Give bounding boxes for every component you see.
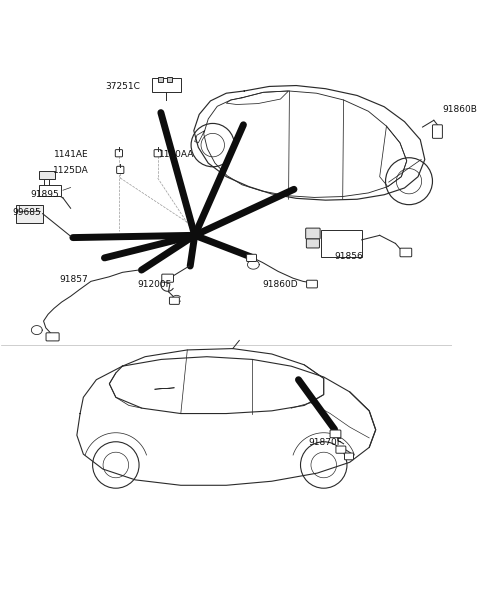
FancyBboxPatch shape (117, 167, 124, 174)
Bar (167, 78, 172, 82)
FancyBboxPatch shape (432, 125, 443, 139)
Text: 91870F: 91870F (309, 438, 342, 447)
FancyBboxPatch shape (115, 150, 122, 157)
FancyBboxPatch shape (345, 453, 353, 460)
Text: 37251C: 37251C (106, 82, 141, 91)
Text: 91860B: 91860B (443, 104, 478, 113)
FancyBboxPatch shape (46, 333, 59, 341)
FancyBboxPatch shape (306, 239, 320, 248)
Text: 91200F: 91200F (137, 281, 171, 290)
FancyBboxPatch shape (330, 430, 341, 438)
FancyBboxPatch shape (169, 297, 180, 304)
Bar (152, 78, 181, 92)
Bar (39, 185, 60, 196)
Text: 99685: 99685 (12, 208, 41, 217)
Text: 1140AA: 1140AA (158, 150, 194, 159)
Text: 91856: 91856 (335, 253, 363, 261)
FancyBboxPatch shape (306, 228, 320, 239)
FancyBboxPatch shape (162, 274, 173, 282)
FancyBboxPatch shape (400, 248, 412, 257)
Text: 91895: 91895 (30, 190, 59, 199)
FancyBboxPatch shape (154, 150, 161, 157)
Bar (16, 205, 43, 223)
Text: 91857: 91857 (60, 275, 88, 284)
FancyBboxPatch shape (247, 254, 256, 261)
Bar (39, 171, 55, 179)
Text: 1141AE: 1141AE (54, 150, 89, 159)
FancyBboxPatch shape (307, 280, 317, 288)
FancyBboxPatch shape (336, 446, 346, 453)
Bar (158, 78, 163, 82)
Circle shape (190, 231, 199, 240)
Text: 91860D: 91860D (263, 281, 298, 290)
Text: 1125DA: 1125DA (53, 167, 89, 176)
Bar (321, 230, 361, 257)
